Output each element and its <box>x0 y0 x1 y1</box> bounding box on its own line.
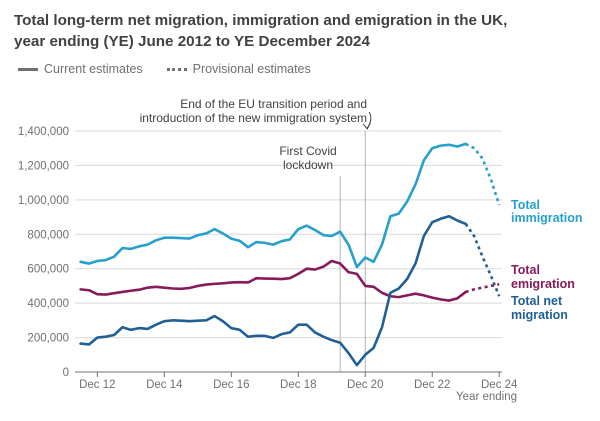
x-tick-label: Dec 16 <box>213 379 249 391</box>
immigration-line-current <box>79 142 468 269</box>
y-tick-label: 1,000,000 <box>18 195 69 207</box>
y-tick-label: 0 <box>63 367 69 379</box>
annotation-lines <box>339 131 366 372</box>
net_migration-line-provisional <box>464 223 501 297</box>
x-tick-label: Dec 20 <box>347 379 383 391</box>
legend-item-provisional: Provisional estimates <box>166 62 311 76</box>
net_migration-series-label: migration <box>511 308 568 322</box>
x-tick-label: Dec 24 <box>481 379 518 391</box>
covid-annotation-text: First Covid <box>279 144 336 158</box>
y-tick-label: 1,400,000 <box>18 126 69 138</box>
axes: 0 200,000 400,000 600,000 800,000 1,000,000 1,… <box>18 126 518 403</box>
eu-annotation-arrowhead <box>362 122 371 130</box>
legend-solid-line-icon <box>18 67 38 71</box>
eu-annotation-text: introduction of the new immigration syst… <box>140 111 367 125</box>
chart-title-line-1: Total long-term net migration, immigrati… <box>14 12 508 29</box>
y-tick-label: 600,000 <box>27 264 69 276</box>
legend-dotted-line-icon <box>166 67 187 71</box>
x-tick-label: Dec 12 <box>79 379 115 391</box>
x-tick-label: Dec 18 <box>280 379 316 391</box>
legend-provisional-label: Provisional estimates <box>192 62 311 76</box>
x-tick-label: Dec 22 <box>414 379 450 391</box>
chart-title: Total long-term net migration, immigrati… <box>14 10 574 52</box>
series-lines <box>79 142 501 367</box>
eu-annotation-text: End of the EU transition period and <box>180 97 367 111</box>
immigration-line-provisional <box>465 142 501 206</box>
x-axis-title: Year ending <box>456 391 517 403</box>
emigration-series-label: Total <box>511 263 540 277</box>
legend-current-label: Current estimates <box>44 62 143 76</box>
y-tick-label: 400,000 <box>27 298 69 310</box>
emigration-line-current <box>79 259 468 302</box>
covid-annotation-text: lockdown <box>283 158 333 172</box>
chart-legend: Current estimates Provisional estimates <box>18 61 335 77</box>
grid-lines <box>75 130 502 339</box>
y-tick-label: 200,000 <box>27 333 69 345</box>
net_migration-series-label: Total net <box>511 294 563 308</box>
immigration-series-label: immigration <box>511 211 583 225</box>
x-tick-label: Dec 14 <box>146 379 183 391</box>
y-tick-label: 800,000 <box>27 229 69 241</box>
y-tick-label: 1,200,000 <box>18 160 69 172</box>
immigration-series-label: Total <box>511 198 540 212</box>
chart-title-line-2: year ending (YE) June 2012 to YE Decembe… <box>14 33 370 50</box>
legend-item-current: Current estimates <box>18 62 143 76</box>
emigration-series-label: emigration <box>511 277 575 291</box>
net_migration-line-current <box>79 214 468 367</box>
